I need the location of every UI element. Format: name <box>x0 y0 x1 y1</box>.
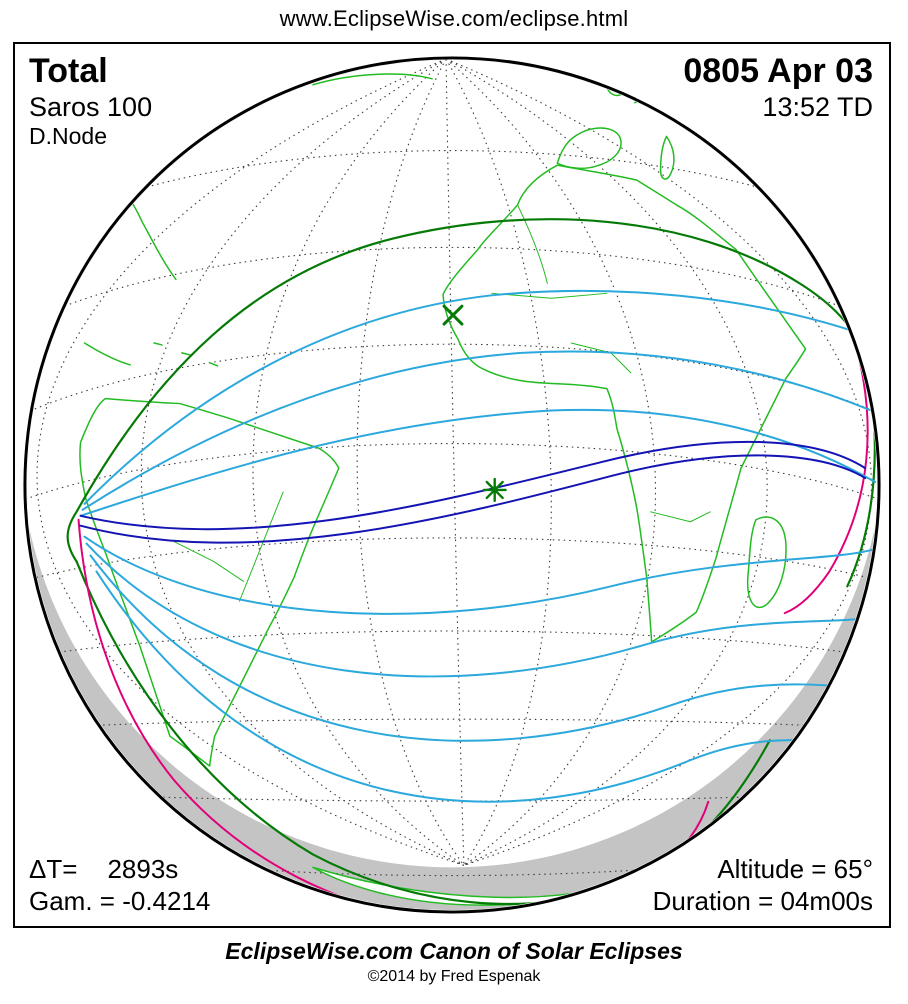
central-america-coast <box>83 342 131 366</box>
eclipse-time: 13:52 TD <box>762 92 873 123</box>
delta-t-line: ΔT= 2893s <box>29 853 210 884</box>
footer-title: EclipseWise.com Canon of Solar Eclipses <box>225 938 683 964</box>
subsolar-x-marker <box>442 304 464 326</box>
magnitude-contours <box>79 289 877 803</box>
globe-rim <box>23 56 881 914</box>
bottom-right-labels: Altitude = 65° Duration = 04m00s <box>653 852 873 916</box>
delta-t-label: ΔT= <box>29 853 78 884</box>
italy-outline <box>659 135 675 180</box>
node-label: D.Node <box>29 123 107 150</box>
duration-value: Duration = 04m00s <box>652 885 873 916</box>
central-path <box>79 440 867 544</box>
eclipse-map-frame: Total Saros 100 D.Node 0805 Apr 03 13:52… <box>13 42 891 928</box>
eclipse-globe-map <box>23 56 881 914</box>
eclipse-date: 0805 Apr 03 <box>683 52 873 90</box>
rise-set-curve-east <box>783 341 869 615</box>
greatest-eclipse-marker <box>482 477 507 503</box>
top-left-labels: Total Saros 100 D.Node <box>29 52 152 150</box>
top-right-labels: 0805 Apr 03 13:52 TD <box>683 52 873 122</box>
altitude-value: Altitude = 65° <box>717 853 873 884</box>
caribbean-islands <box>153 342 219 367</box>
graticule <box>26 59 878 911</box>
bottom-left-labels: ΔT= 2893s Gam. = -0.4214 <box>29 852 210 916</box>
terminator-shading <box>26 59 878 911</box>
central-path-south <box>79 454 867 544</box>
arctic-coast <box>312 73 433 86</box>
africa-outline <box>442 164 807 643</box>
gamma-value: Gam. = -0.4214 <box>29 885 211 916</box>
iberia-outline <box>556 127 622 170</box>
footer-copyright: ©2014 by Fred Espenak <box>367 968 541 985</box>
site-url: www.EclipseWise.com/eclipse.html <box>279 6 629 31</box>
madagascar-outline <box>746 516 787 608</box>
saros-number: Saros 100 <box>29 92 153 123</box>
delta-t-value: 2893s <box>107 853 179 884</box>
eclipse-type: Total <box>29 52 108 90</box>
central-path-north <box>79 440 867 531</box>
